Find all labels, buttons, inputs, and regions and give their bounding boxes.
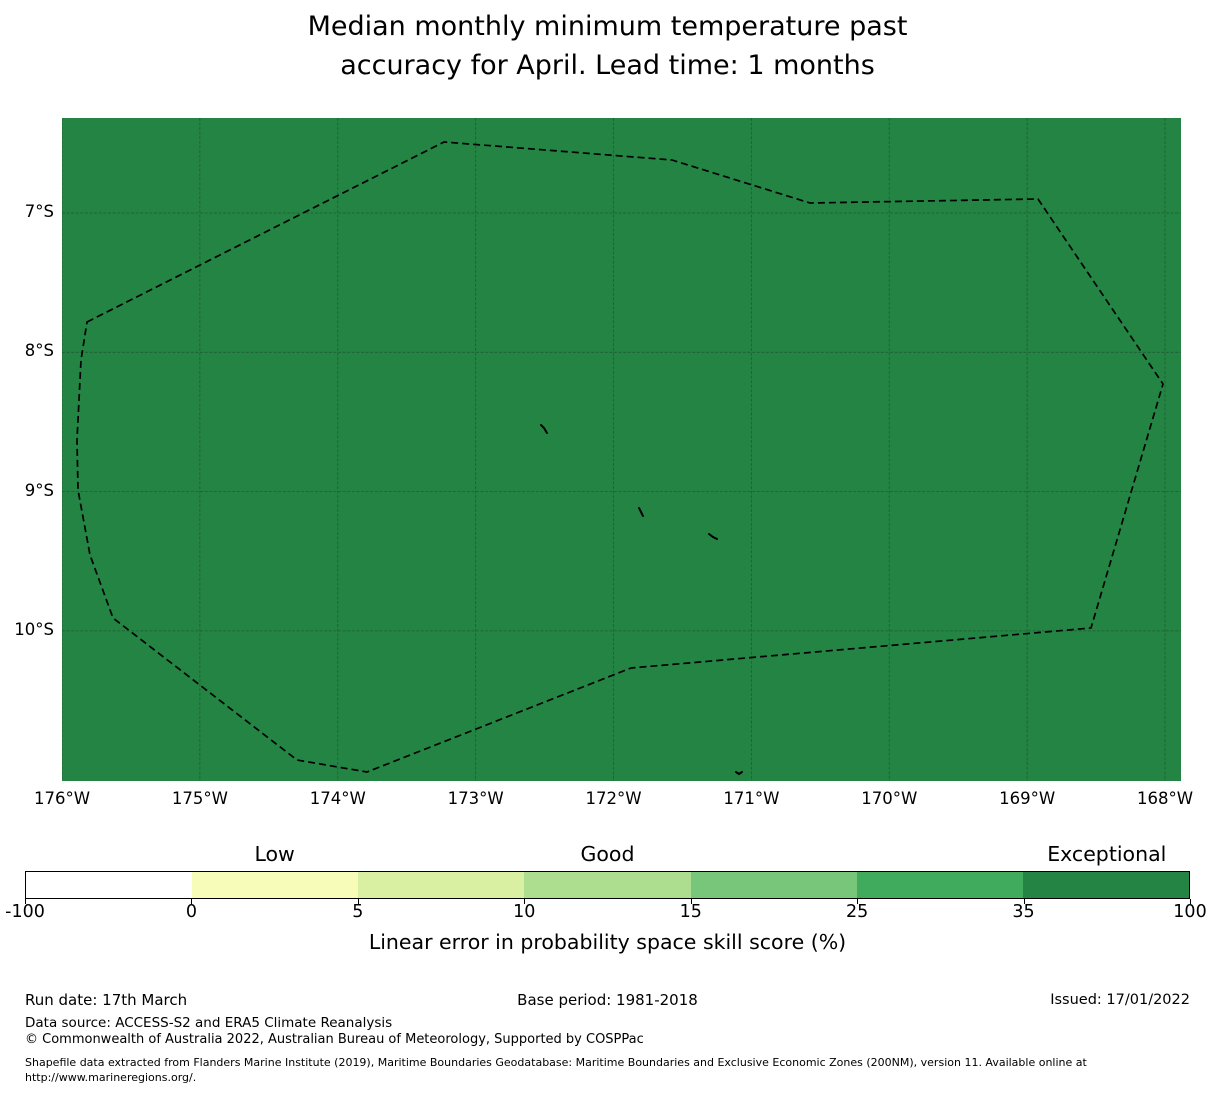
x-tick-label: 172°W [585, 789, 642, 808]
issued-date-text: Issued: 17/01/2022 [1050, 992, 1190, 1008]
colorbar-tick-label: 0 [185, 902, 197, 922]
colorbar-segment [690, 872, 857, 898]
figure-title-line2: accuracy for April. Lead time: 1 months [340, 50, 875, 81]
x-tick-label: 175°W [171, 789, 228, 808]
map-background [62, 118, 1181, 781]
map-plot-area [61, 118, 1181, 781]
colorbar-tick [357, 899, 359, 904]
colorbar-tick-label: 5 [352, 902, 364, 922]
shapefile-attribution-line2: http://www.marineregions.org/. [25, 1071, 197, 1084]
island-mark [735, 771, 743, 776]
colorbar-tick [524, 899, 526, 904]
data-source-text: Data source: ACCESS-S2 and ERA5 Climate … [25, 1015, 393, 1031]
colorbar-tick [191, 899, 193, 904]
colorbar-segment [524, 872, 691, 898]
colorbar-category-label: Exceptional [1047, 842, 1167, 866]
x-tick-label: 170°W [861, 789, 918, 808]
colorbar-tick [25, 899, 26, 904]
x-tick-label: 173°W [447, 789, 504, 808]
colorbar-segment [358, 872, 525, 898]
x-tick-label: 168°W [1136, 789, 1194, 808]
colorbar-tick-label: 10 [513, 902, 536, 922]
y-tick-label: 8°S [24, 341, 54, 361]
run-date-text: Run date: 17th March [25, 991, 188, 1009]
copyright-text: © Commonwealth of Australia 2022, Austra… [25, 1032, 644, 1047]
colorbar-tick-label: 35 [1012, 902, 1035, 922]
y-tick-label: 10°S [14, 619, 54, 639]
colorbar-tick [1023, 899, 1025, 904]
x-tick-label: 176°W [33, 789, 91, 808]
colorbar-segment [192, 872, 359, 898]
map-svg [61, 118, 1181, 781]
colorbar-tick-label: 25 [846, 902, 869, 922]
colorbar-segment [26, 872, 193, 898]
colorbar-tick-label: 100 [1173, 902, 1207, 922]
x-tick-label: 171°W [723, 789, 780, 808]
eez-boundary [76, 141, 1164, 773]
colorbar-category-label: Low [254, 842, 295, 866]
figure-title-line1: Median monthly minimum temperature past [307, 11, 908, 42]
island-mark [708, 533, 718, 540]
colorbar [25, 871, 1190, 899]
colorbar-tick-label: -100 [5, 902, 45, 922]
colorbar-segment [1022, 872, 1189, 898]
colorbar-category-label: Good [580, 842, 635, 866]
base-period-text: Base period: 1981-2018 [517, 991, 698, 1009]
colorbar-axis-label: Linear error in probability space skill … [368, 930, 847, 954]
island-mark [638, 507, 644, 517]
colorbar-tick-label: 15 [679, 902, 702, 922]
x-tick-label: 169°W [999, 789, 1056, 808]
y-tick-label: 7°S [24, 202, 54, 221]
island-mark [540, 424, 548, 434]
colorbar-tick [857, 899, 859, 904]
colorbar-segment [856, 872, 1023, 898]
x-tick-label: 174°W [309, 789, 366, 808]
shapefile-attribution-line1: Shapefile data extracted from Flanders M… [25, 1056, 1087, 1069]
colorbar-tick [1190, 899, 1191, 904]
shapefile-attribution-text: Shapefile data extracted from Flanders M… [25, 1055, 1195, 1085]
y-tick-label: 9°S [24, 480, 54, 500]
colorbar-tick [690, 899, 692, 904]
